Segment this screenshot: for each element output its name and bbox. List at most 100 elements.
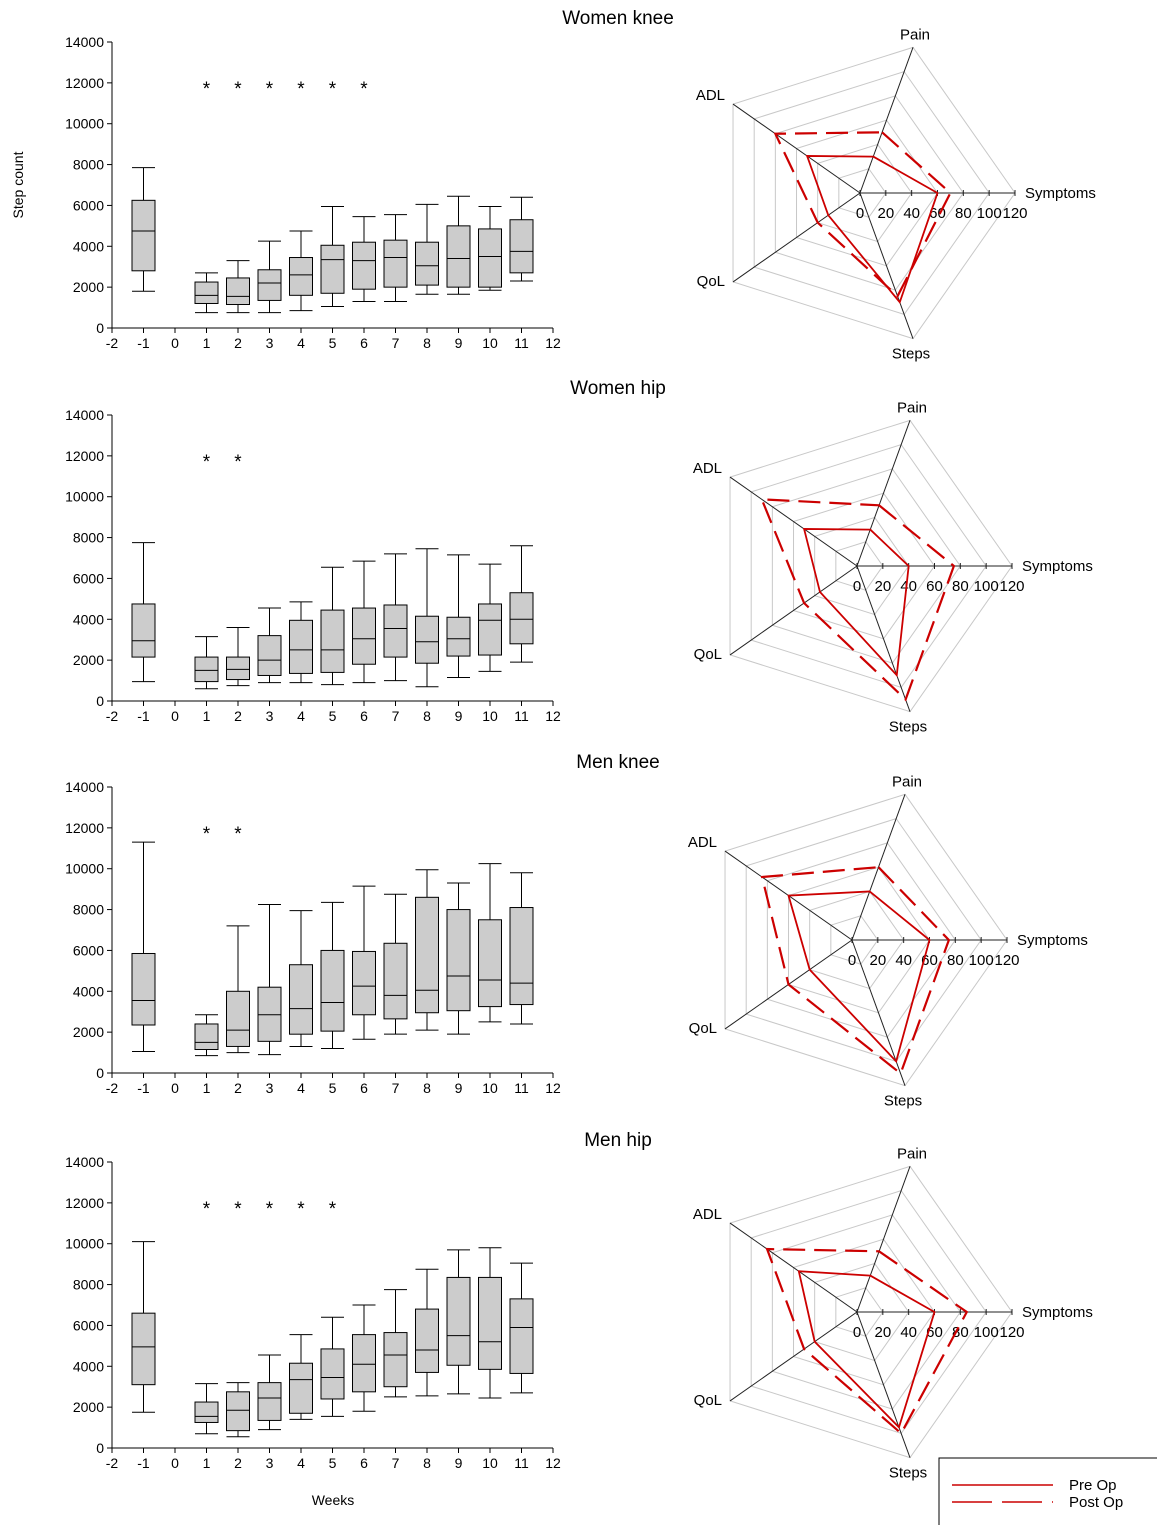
- x-tick-label: 2: [234, 1080, 242, 1096]
- box-week-8: [415, 548, 439, 688]
- x-tick-label: 5: [329, 708, 337, 724]
- x-tick-label: 6: [360, 335, 368, 351]
- radar-gridline: [793, 492, 936, 640]
- radar-axis-label: Pain: [897, 1145, 927, 1162]
- box-week-8: [415, 203, 439, 295]
- x-tick-label: 8: [423, 1455, 431, 1471]
- box-iqr: [131, 1312, 156, 1386]
- x-tick-label: 0: [171, 335, 179, 351]
- radar-axis: [859, 192, 914, 339]
- box-week-1: [194, 636, 219, 690]
- significance-marker: *: [203, 1199, 211, 1220]
- box-week-7: [383, 1289, 408, 1398]
- box-week--1: [131, 1241, 156, 1413]
- box-week-2: [226, 1382, 250, 1438]
- box-iqr: [446, 909, 471, 1012]
- box-iqr: [352, 1334, 376, 1393]
- post-op-series-line: [773, 131, 952, 298]
- post-op-series-line: [760, 498, 956, 702]
- x-tick-label: 11: [514, 1080, 529, 1096]
- y-tick-label: 2000: [73, 1399, 104, 1415]
- box-iqr: [415, 896, 439, 1014]
- panel-title: Women knee: [562, 8, 674, 29]
- radar-gridline: [732, 46, 1016, 340]
- radar-scale-label: 120: [999, 578, 1024, 595]
- box-week-6: [352, 560, 376, 684]
- pre-op-series-line: [805, 155, 939, 305]
- radar-axis-label: QoL: [697, 273, 725, 290]
- radar-axis: [859, 47, 914, 194]
- x-tick-label: 3: [266, 708, 274, 724]
- y-tick-label: 10000: [65, 489, 104, 505]
- box-week-4: [289, 910, 313, 1047]
- x-tick-label: 1: [203, 1455, 211, 1471]
- x-tick-label: 6: [360, 1080, 368, 1096]
- radar-scale-label: 80: [952, 578, 969, 595]
- x-tick-label: 0: [171, 708, 179, 724]
- box-week-6: [352, 1304, 376, 1412]
- y-tick-label: 4000: [73, 983, 104, 999]
- x-tick-label: 7: [392, 335, 400, 351]
- box-week-7: [383, 553, 408, 682]
- boxplot-panel: Men hip 0 2000 4000 6000 8000 10000 12000 14000 -…: [65, 1130, 652, 1471]
- box-week-2: [226, 925, 250, 1054]
- pre-op-series-line: [797, 1270, 936, 1430]
- radar-axis-label: ADL: [693, 460, 722, 477]
- panel-title: Men hip: [584, 1130, 652, 1151]
- radar-axis-label: ADL: [696, 87, 725, 104]
- x-tick-label: 4: [297, 1080, 305, 1096]
- x-tick-label: 0: [171, 1455, 179, 1471]
- box-week-1: [194, 272, 219, 314]
- significance-marker: *: [360, 79, 368, 100]
- x-tick-label: -1: [137, 1455, 150, 1471]
- box-iqr: [383, 239, 408, 288]
- box-iqr: [415, 1308, 439, 1373]
- box-week-3: [257, 1354, 282, 1431]
- box-iqr: [320, 949, 345, 1032]
- y-tick-label: 8000: [73, 530, 104, 546]
- radar-gridline: [817, 143, 913, 243]
- radar-scale-label: 20: [874, 1324, 891, 1341]
- radar-axis-label: Pain: [900, 26, 930, 43]
- box-iqr: [194, 656, 219, 683]
- x-axis-label: Weeks: [312, 1492, 355, 1508]
- box-week-9: [446, 1249, 471, 1395]
- y-tick-label: 4000: [73, 611, 104, 627]
- x-tick-label: 2: [234, 1455, 242, 1471]
- y-tick-label: 8000: [73, 902, 104, 918]
- radar-axis-label: Steps: [892, 346, 930, 363]
- box-week-6: [352, 885, 376, 1040]
- box-iqr: [509, 219, 534, 274]
- box-iqr: [226, 990, 250, 1047]
- box-iqr: [131, 199, 156, 272]
- y-tick-label: 12000: [65, 448, 104, 464]
- significance-marker: *: [266, 1199, 274, 1220]
- radar-gridline: [838, 168, 887, 218]
- x-tick-label: 10: [482, 708, 498, 724]
- radar-gridline: [729, 419, 1013, 713]
- y-tick-label: 0: [96, 1440, 104, 1456]
- radar-gridline: [835, 541, 884, 591]
- radar-scale-label: 100: [974, 578, 999, 595]
- radar-axis-label: ADL: [693, 1206, 722, 1223]
- y-tick-label: 0: [96, 320, 104, 336]
- x-tick-label: 7: [392, 708, 400, 724]
- box-week-11: [509, 872, 534, 1025]
- x-tick-label: 12: [545, 335, 561, 351]
- box-iqr: [257, 1382, 282, 1421]
- box-iqr: [320, 244, 345, 294]
- x-tick-label: 10: [482, 335, 498, 351]
- pre-op-series-line: [787, 890, 931, 1064]
- y-tick-label: 4000: [73, 238, 104, 254]
- box-week-10: [478, 863, 502, 1023]
- radar-scale-label: 100: [974, 1324, 999, 1341]
- radar-scale-label: 120: [999, 1324, 1024, 1341]
- radar-scale-label: 20: [874, 578, 891, 595]
- box-week-5: [320, 901, 345, 1049]
- box-week-4: [289, 230, 313, 312]
- x-tick-label: 2: [234, 708, 242, 724]
- box-iqr: [226, 277, 250, 306]
- y-tick-label: 10000: [65, 1236, 104, 1252]
